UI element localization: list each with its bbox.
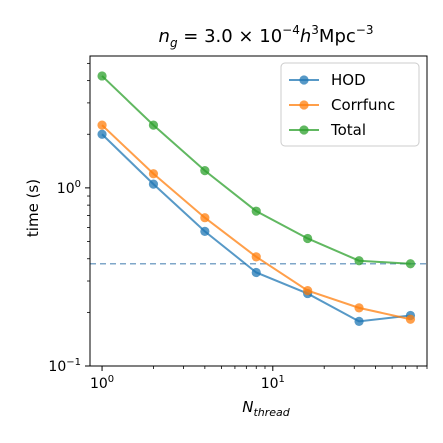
- x-label-base: N: [242, 398, 253, 416]
- data-point-total: [354, 256, 364, 266]
- data-point-corrfunc: [303, 286, 313, 296]
- x-axis-label: Nthread: [242, 398, 291, 419]
- title-exp3: −3: [356, 23, 374, 37]
- title-base: n: [159, 26, 170, 47]
- title-h: h: [300, 26, 311, 47]
- legend-label-total: Total: [330, 121, 366, 139]
- legend-label-corrfunc: Corrfunc: [331, 96, 395, 114]
- data-point-corrfunc: [405, 314, 416, 324]
- data-point-hod: [200, 226, 210, 236]
- axes-frame: [89, 55, 428, 367]
- x-tick-label: 100: [90, 374, 114, 392]
- legend-marker-hod: [299, 75, 309, 85]
- y-tick-label: 100: [57, 179, 81, 197]
- y-axis-label: time (s): [24, 179, 42, 237]
- data-point-hod: [354, 316, 364, 326]
- series-line-corrfunc: [101, 124, 411, 321]
- data-point-total: [200, 166, 210, 176]
- title-eq: = 3.0 × 10: [178, 26, 283, 47]
- data-point-total: [405, 259, 416, 269]
- title-unit: Mpc: [319, 26, 356, 47]
- data-point-total: [303, 233, 313, 244]
- data-point-corrfunc: [97, 120, 107, 130]
- data-point-total: [251, 206, 261, 216]
- x-label-sub: thread: [253, 406, 290, 419]
- data-point-hod: [97, 129, 107, 139]
- data-point-total: [148, 120, 159, 130]
- data-point-corrfunc: [354, 303, 364, 313]
- legend-marker-total: [299, 125, 309, 135]
- legend-box: [280, 62, 420, 147]
- title-exp1: −4: [282, 23, 300, 37]
- series-line-hod: [101, 133, 411, 323]
- legend: HOD Corrfunc Total: [280, 62, 420, 147]
- title-base-sub: g: [170, 36, 178, 50]
- data-point-hod: [251, 267, 261, 278]
- data-point-corrfunc: [251, 252, 261, 262]
- chart-title: ng = 3.0 × 10−4h3Mpc−3: [159, 23, 374, 50]
- legend-marker-corrfunc: [299, 100, 309, 110]
- plot-area: [90, 71, 427, 326]
- y-tick-label: 10−1: [48, 357, 81, 375]
- data-point-corrfunc: [200, 213, 210, 223]
- legend-label-hod: HOD: [331, 71, 366, 89]
- title-exp2: 3: [311, 23, 319, 37]
- data-point-corrfunc: [148, 169, 159, 179]
- data-point-total: [97, 71, 107, 81]
- axes: 100 101 10−1 100: [48, 55, 428, 392]
- x-tick-label: 101: [261, 374, 285, 392]
- data-point-hod: [148, 179, 159, 189]
